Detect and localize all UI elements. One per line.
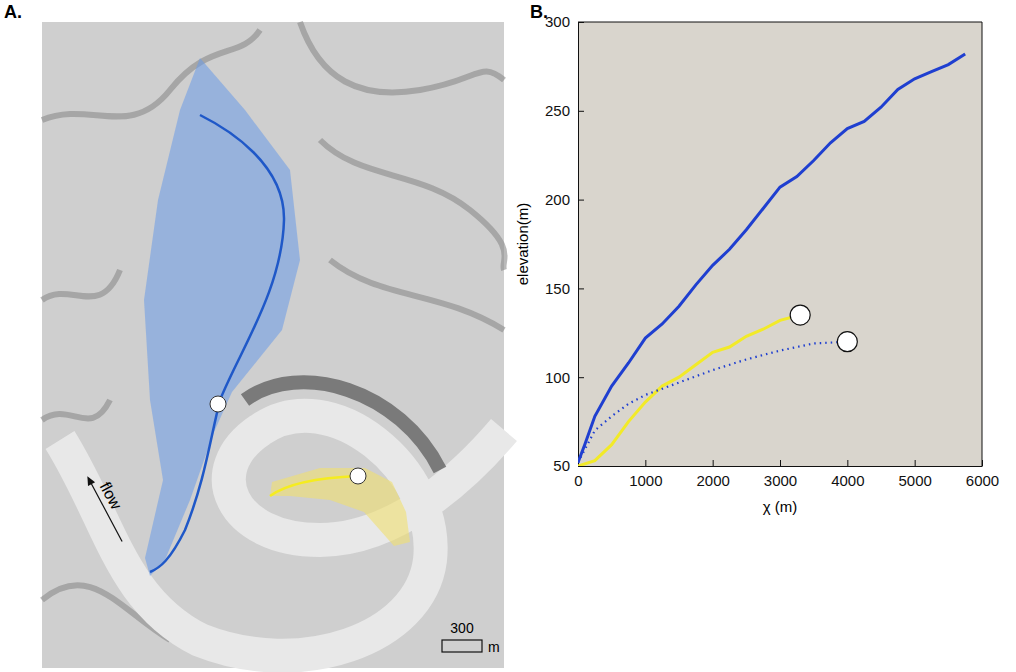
scale-bar xyxy=(442,640,482,652)
tick-label: 150 xyxy=(545,280,570,297)
tick: 3000 xyxy=(764,460,797,489)
axis-line xyxy=(579,466,983,467)
flow-indicator: flow xyxy=(84,467,140,544)
plot-area xyxy=(578,54,965,466)
ridge xyxy=(320,140,505,270)
yellow-channel xyxy=(270,476,358,496)
x-axis-title: χ (m) xyxy=(763,498,798,515)
markers xyxy=(790,305,857,352)
tick: 4000 xyxy=(831,460,864,489)
tick-mark xyxy=(578,111,584,112)
tick-label: 300 xyxy=(545,13,570,30)
end-marker xyxy=(790,305,810,325)
tick: 1000 xyxy=(629,460,662,489)
flow-label: flow xyxy=(97,479,126,512)
panel-label: A. xyxy=(4,2,22,22)
tick: 100 xyxy=(545,369,584,386)
blue-channel xyxy=(150,115,284,572)
frame-right xyxy=(982,22,983,466)
tick-label: 250 xyxy=(545,102,570,119)
blue-watershed xyxy=(144,58,300,576)
outlet-marker xyxy=(350,468,366,484)
tick-label: 200 xyxy=(545,191,570,208)
plot-background xyxy=(578,22,982,466)
scale-value: 300 xyxy=(450,620,474,636)
series-line xyxy=(578,342,847,463)
series-line xyxy=(578,54,965,462)
y-axis: 50 100 150 200 250 300 xyxy=(545,13,584,474)
outlet-marker xyxy=(210,396,226,412)
tick-mark xyxy=(780,460,781,466)
tick-mark xyxy=(847,460,848,466)
map-panel: flow 300 m xyxy=(42,22,505,668)
series-line xyxy=(578,315,800,466)
tick-mark xyxy=(645,460,646,466)
tick: 2000 xyxy=(696,460,729,489)
flow-arrowhead xyxy=(84,474,95,486)
tick-mark xyxy=(915,460,916,466)
tick: 200 xyxy=(545,191,584,208)
ridge xyxy=(42,270,120,300)
tick: 150 xyxy=(545,280,584,297)
tick-label: 2000 xyxy=(696,472,729,489)
tick-label: 6000 xyxy=(966,472,999,489)
tick: 250 xyxy=(545,102,584,119)
tick-mark xyxy=(578,200,584,201)
tick-label: 3000 xyxy=(764,472,797,489)
tick-label: 1000 xyxy=(629,472,662,489)
tick-label: 5000 xyxy=(898,472,931,489)
yellow-watershed xyxy=(270,468,410,546)
frame-top xyxy=(578,22,982,23)
ridge xyxy=(42,400,110,420)
hillshade xyxy=(42,22,504,668)
axis-line xyxy=(578,23,579,467)
x-axis: 0 1000 2000 3000 4000 5000 6000 xyxy=(574,460,999,489)
scale-unit: m xyxy=(488,639,500,655)
ridge xyxy=(330,260,504,330)
tick-mark xyxy=(578,377,584,378)
figure: flow300mA.B.0100020003000400050006000501… xyxy=(0,0,1016,672)
y-axis-title: elevation(m) xyxy=(514,203,531,286)
end-marker xyxy=(837,332,857,352)
tick-mark xyxy=(578,288,584,289)
tick-label: 4000 xyxy=(831,472,864,489)
valley-wall xyxy=(245,382,440,470)
ridge xyxy=(300,22,504,92)
tick-label: 0 xyxy=(574,472,582,489)
tick-label: 100 xyxy=(545,369,570,386)
tick-label: 50 xyxy=(553,457,570,474)
tick-mark xyxy=(578,466,584,467)
tick: 5000 xyxy=(898,460,931,489)
tick-mark xyxy=(713,460,714,466)
